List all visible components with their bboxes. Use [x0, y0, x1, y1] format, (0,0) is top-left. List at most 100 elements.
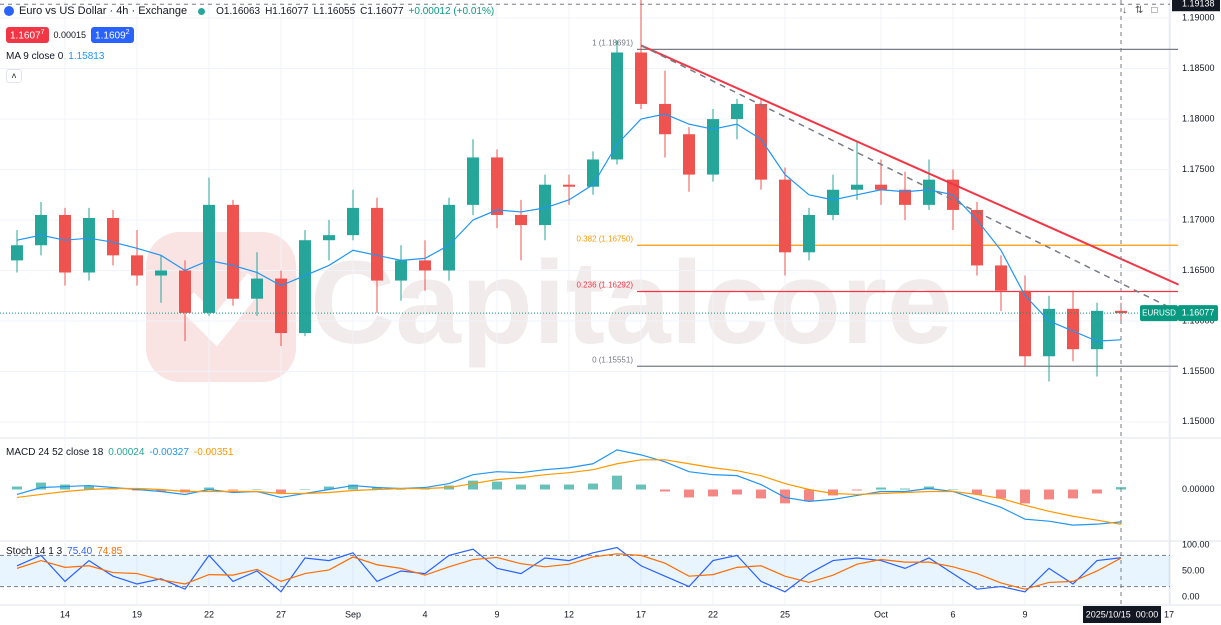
candle-body — [899, 189, 911, 205]
buy-price: 1.1609 — [95, 30, 126, 42]
macd-histogram-bar — [492, 481, 502, 490]
candle-body — [995, 265, 1007, 291]
ma-legend-name: MA 9 close 0 — [6, 51, 64, 62]
stoch-title: Stoch 14 1 3 — [6, 546, 63, 557]
macd-histogram-bar — [372, 487, 382, 490]
candle-body — [371, 207, 383, 281]
candle-body — [1067, 308, 1079, 350]
y-tick-label: 1.17000 — [1182, 214, 1215, 224]
macd-histogram-bar — [300, 489, 310, 491]
macd-histogram-bar — [396, 489, 406, 491]
macd-histogram-bar — [588, 483, 598, 490]
trade-buttons: 1.16077 0.00015 1.16092 — [6, 27, 134, 44]
macd-histogram-bar — [612, 475, 622, 490]
candle-body — [179, 270, 191, 313]
toolbar-down[interactable]: ↓ — [1122, 5, 1127, 16]
x-tick-label: 22 — [204, 609, 214, 619]
candle-body — [923, 179, 935, 205]
macd-histogram-bar — [756, 489, 766, 499]
y-tick-label: 1.18000 — [1182, 113, 1215, 123]
macd-histogram-bar — [1044, 489, 1054, 500]
candle-body — [131, 255, 143, 276]
macd-histogram-bar — [276, 489, 286, 494]
x-tick-label: 17 — [1164, 609, 1174, 619]
symbol-tag-text: EURUSD — [1142, 308, 1176, 317]
macd-line-value: -0.00327 — [149, 447, 189, 458]
candle-body — [83, 217, 95, 273]
x-tick-label: Sep — [345, 609, 361, 619]
macd-histogram-bar — [348, 484, 358, 490]
macd-histogram-bar — [36, 482, 46, 490]
macd-histogram-bar — [852, 489, 862, 491]
ma-legend-value: 1.15813 — [68, 51, 105, 62]
macd-histogram-bar — [660, 489, 670, 492]
sell-button[interactable]: 1.16077 — [6, 27, 49, 44]
x-tick-label: 4 — [422, 609, 427, 619]
macd-histogram-bar — [828, 489, 838, 496]
candle-body — [1019, 290, 1031, 357]
macd-histogram-bar — [204, 487, 214, 490]
candle-body — [323, 235, 335, 241]
symbol-tag — [1140, 305, 1178, 322]
macd-histogram-bar — [684, 489, 694, 498]
macd-histogram-bar — [804, 489, 814, 502]
candle-body — [299, 240, 311, 334]
buy-button[interactable]: 1.16092 — [91, 27, 134, 44]
ohlc-change: +0.00012 (+0.01%) — [408, 5, 495, 17]
macd-histogram-bar — [732, 489, 742, 495]
candle-body — [827, 189, 839, 215]
crosshair-date-box — [1083, 606, 1161, 623]
x-tick-label: 6 — [950, 609, 955, 619]
candle-body — [251, 278, 263, 299]
sell-price-sup: 7 — [40, 29, 45, 36]
buy-price-sup: 2 — [125, 29, 130, 36]
candle-body — [755, 103, 767, 180]
y-tick-label: 100.00 — [1182, 539, 1210, 549]
x-tick-label: 17 — [636, 609, 646, 619]
candle-body — [203, 204, 215, 313]
ma-legend: MA 9 close 0 1.15813 — [6, 51, 104, 62]
candle-body — [1091, 310, 1103, 350]
macd-histogram-bar — [996, 489, 1006, 499]
macd-histogram-bar — [1020, 489, 1030, 504]
fib-label: 0 (1.15551) — [592, 355, 633, 364]
x-tick-label: 25 — [780, 609, 790, 619]
candle-body — [491, 157, 503, 215]
macd-histogram-bar — [636, 484, 646, 490]
macd-histogram-bar — [948, 489, 958, 491]
stoch-d-value: 74.85 — [97, 546, 123, 557]
y-tick-label: 1.18500 — [1182, 63, 1215, 73]
macd-histogram-bar — [708, 489, 718, 497]
y-tick-label: 1.15500 — [1182, 366, 1215, 376]
watermark-text: Capitalcore — [310, 237, 953, 369]
macd-histogram-bar — [876, 487, 886, 490]
toolbar-expand[interactable]: ⇅ — [1135, 5, 1144, 16]
ohlc-close: C1.16077 — [360, 5, 404, 17]
crosshair-price-box — [1172, 0, 1220, 12]
candle-body — [611, 52, 623, 160]
y-tick-label: 1.16500 — [1182, 265, 1215, 275]
fib-label: 0.236 (1.16292) — [577, 281, 634, 290]
stoch-k-value: 75.40 — [67, 546, 93, 557]
crosshair-date: 2025/10/15 00:00 — [1086, 609, 1159, 619]
fib-label: 0.382 (1.16750) — [577, 234, 634, 243]
candle-body — [851, 184, 863, 190]
toolbar: ↓ ⇅ □ — [1122, 5, 1157, 16]
watermark: Capitalcore — [146, 232, 953, 382]
macd-histogram-bar — [900, 488, 910, 490]
watermark-logo-mark — [178, 273, 265, 347]
ohlc-high: H1.16077 — [265, 5, 309, 17]
stoch-band — [0, 555, 1170, 587]
macd-histogram-bar — [972, 489, 982, 495]
x-tick-label: Oct — [874, 609, 889, 619]
macd-histogram-bar — [780, 489, 790, 504]
macd-histogram-bar — [324, 486, 334, 490]
ohlc-open: O1.16063 — [216, 5, 261, 17]
stoch-line — [16, 553, 1122, 590]
candle-body — [731, 103, 743, 120]
collapse-button[interactable]: ˄ — [6, 69, 22, 83]
toolbar-window[interactable]: □ — [1151, 5, 1158, 16]
candle-body — [419, 260, 431, 271]
candle-body — [107, 217, 119, 256]
